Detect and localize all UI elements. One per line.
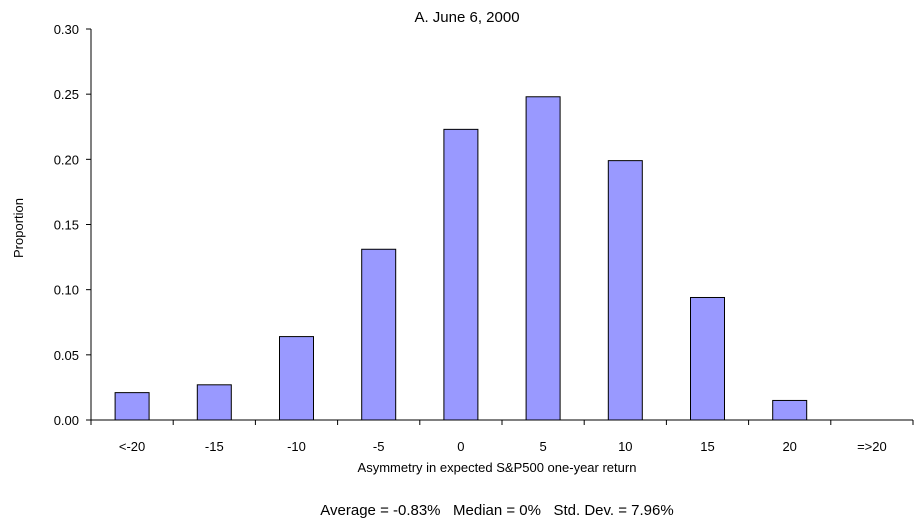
y-tick-label: 0.30: [54, 22, 79, 37]
x-axis-label: Asymmetry in expected S&P500 one-year re…: [358, 460, 637, 475]
x-tick-label: 5: [539, 439, 546, 454]
bar-6: [607, 160, 643, 421]
summary-statistics: Average = -0.83% Median = 0% Std. Dev. =…: [320, 502, 673, 519]
y-tick-label: 0.05: [54, 348, 79, 363]
bar-7: [690, 296, 725, 421]
bar-4: [443, 128, 479, 421]
x-tick-label: -10: [287, 439, 306, 454]
bar-8: [772, 399, 808, 421]
bar-2: [279, 336, 314, 421]
bar-5: [525, 96, 561, 421]
bar-3: [361, 248, 397, 421]
y-tick-label: 0.10: [54, 283, 79, 298]
x-tick-label: 0: [457, 439, 464, 454]
bar-1: [196, 384, 232, 421]
y-axis-label: Proportion: [11, 198, 26, 258]
x-tick-label: -15: [205, 439, 224, 454]
bar-0: [114, 392, 150, 421]
y-tick-label: 0.25: [54, 87, 79, 102]
x-tick-label: -5: [373, 439, 385, 454]
x-tick-label: <-20: [119, 439, 145, 454]
y-tick-label: 0.00: [54, 413, 79, 428]
chart-title: A. June 6, 2000: [414, 9, 519, 26]
x-tick-label: 10: [618, 439, 632, 454]
y-tick-label: 0.15: [54, 218, 79, 233]
plot-area: 0.00 0.05 0.10 0.15 0.20 0.25 0.30 <-20 -15 -10 -5…: [54, 22, 914, 454]
x-tick-label: 15: [700, 439, 714, 454]
x-tick-label: =>20: [857, 439, 887, 454]
y-tick-label: 0.20: [54, 152, 79, 167]
x-tick-label: 20: [782, 439, 796, 454]
